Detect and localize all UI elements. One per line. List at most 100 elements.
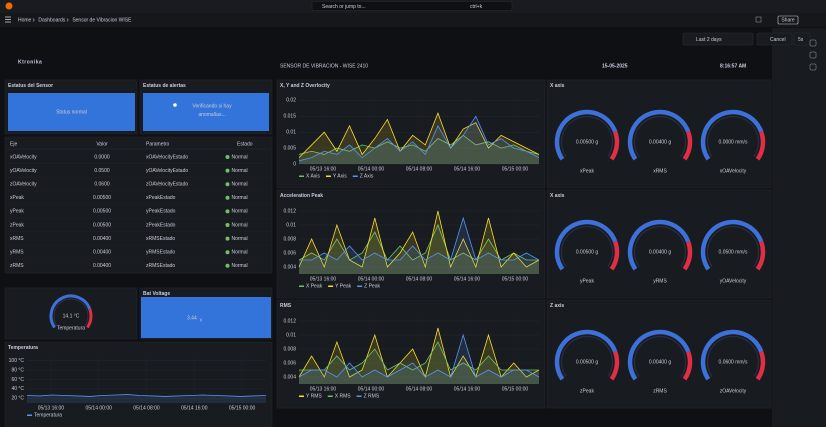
gauge-value: 0.00400 g [649,359,671,365]
x-tick-label: 05/13 16:00 [310,166,337,172]
status-dot [225,168,230,173]
cancel-button[interactable] [756,32,793,46]
gauge-threshold [609,350,620,381]
gauge-value: 0.00500 g [576,139,598,145]
legend-label: Y RMS [306,394,322,400]
legend-label: Z Axis [360,174,374,180]
gauge-value: 0.00400 g [649,139,671,145]
side-icon[interactable] [809,51,817,59]
share-label: Share [781,18,795,24]
gauge-arc [700,109,764,161]
series-line [298,327,540,379]
panel-title: Bat Voltage [143,291,170,297]
series-area [299,335,539,384]
status-value: Status normal [56,109,87,115]
battery-box [141,297,271,338]
x-tick-label: 05/14 08:00 [133,405,160,411]
gauge-inner [706,115,760,157]
alert-text: Verificando si hay [192,103,232,109]
search-placeholder: Search or jump to... [322,4,366,10]
table-cell: xPeak [10,195,24,201]
table-cell: Normal [232,222,248,228]
gauge-label: zPeak [580,388,594,394]
y-tick-label: 20 °C [11,396,24,402]
gauge-threshold [86,308,93,329]
status-dot [225,236,230,241]
breadcrumb-item: Dashboards [38,17,65,23]
table-cell: 0.00400 [93,236,111,242]
share-button[interactable] [777,15,799,25]
table-cell: yPeak [10,209,24,215]
refresh-interval: 5s [798,37,804,43]
star-icon[interactable] [755,16,762,23]
table-cell: zPeak [10,222,24,228]
side-icon[interactable] [809,39,817,47]
x-tick-label: 05/15 00:00 [502,386,529,392]
table-cell: yRMS [10,250,24,256]
series-line [298,223,539,261]
panel [276,189,546,299]
gauge-arc [700,219,764,271]
table-cell: yOAVelocity [10,168,37,174]
table-cell: zRMSEstado [146,263,175,269]
gauge-inner [706,335,760,377]
y-tick-label: 0.008 [283,236,296,242]
table-cell: 0.00500 [93,222,111,228]
panel-title: X axis [550,193,565,199]
table-cell: xRMS [10,236,24,242]
grafana-logo[interactable] [5,2,13,10]
menu-icon[interactable] [5,16,11,23]
table-header: Parametro [146,141,170,147]
alert-box [143,93,269,131]
legend-label: X Axis [306,174,320,180]
series-area [299,135,539,164]
x-tick-label: 05/15 00:00 [229,405,256,411]
table-cell: xOAVelocity [10,154,37,160]
y-tick-label: 0.01 [286,332,296,338]
series-line [298,115,540,162]
gauge-label: yPeak [580,278,594,284]
gauge-inner [633,115,687,157]
legend-swatch [299,175,304,177]
x-tick-label: 05/14 08:00 [406,386,433,392]
gauge-label: zRMS [653,388,667,394]
legend-swatch [352,175,358,177]
gauge-inner [633,225,687,267]
gauge-label: xPeak [580,168,594,174]
side-icon[interactable] [809,63,817,71]
panel [546,189,772,299]
table-header: Estado [237,141,253,147]
status-dot [225,223,230,227]
table-cell: Normal [232,236,248,242]
legend-swatch [327,395,333,397]
table-cell: zPeakEstado [146,222,176,228]
x-tick-label: 05/15 00:00 [502,276,529,282]
breadcrumb-separator [66,18,69,22]
table-cell: Normal [232,209,248,215]
gauge-label: zOAVelocity [720,388,747,394]
gauge-value: 0.0000 mm/s [719,139,748,145]
y-tick-label: 40 °C [11,386,24,392]
table-cell: xRMSEstado [146,236,175,242]
y-tick-label: 0.005 [283,145,296,151]
table-cell: 0.0000 [94,154,110,160]
table-cell: yPeakEstado [146,209,176,215]
time-range-button[interactable] [682,32,754,46]
panel-title: Estatus de alertas [143,83,186,89]
legend-swatch [299,285,304,287]
table-cell: 0.00400 [93,250,111,256]
refresh-button[interactable] [793,32,811,46]
x-tick-label: 05/13 16:00 [38,405,65,411]
dashboard-title: SENSOR DE VIBRACION - WISE 2410 [280,63,368,69]
y-tick-label: 0.004 [283,374,296,380]
gauge-threshold [682,350,693,381]
right-strip [772,28,826,427]
gauge-arc [554,329,618,381]
table-cell: yOAVelocityEstado [146,168,188,174]
series-area [299,116,539,164]
gauge-value: 0.00500 g [576,249,598,255]
brand-logo: Ktronika [18,59,42,65]
search-box[interactable] [311,1,513,11]
gauge-inner [53,298,89,327]
